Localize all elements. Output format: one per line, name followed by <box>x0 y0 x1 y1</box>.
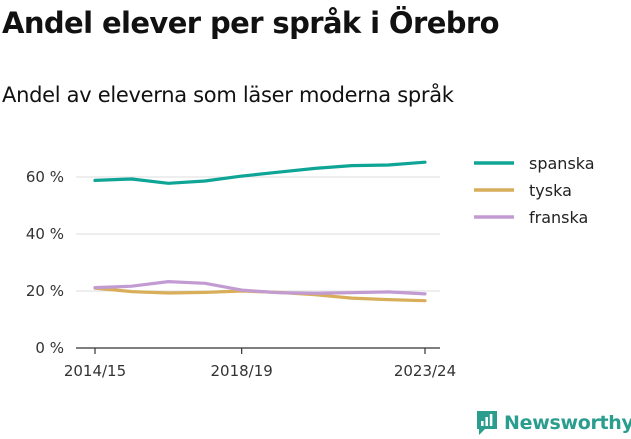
legend: spanska tyska franska <box>474 154 595 227</box>
newsworthy-logo: Newsworthy <box>476 408 631 438</box>
x-tick-label: 2023/24 <box>394 362 456 380</box>
chart-subtitle: Andel av eleverna som läser moderna språ… <box>2 83 454 107</box>
legend-label-franska: franska <box>529 208 588 227</box>
chart-title: Andel elever per språk i Örebro <box>2 6 500 40</box>
grid-lines <box>76 176 440 349</box>
y-tick-label: 40 % <box>26 225 64 243</box>
series-line-franska <box>93 280 427 296</box>
x-axis: 2014/15 2018/19 2023/24 <box>64 348 456 380</box>
y-tick-label: 0 % <box>35 339 64 357</box>
y-tick-label: 20 % <box>26 282 64 300</box>
logo-text: Newsworthy <box>504 412 631 434</box>
legend-label-spanska: spanska <box>529 154 595 173</box>
series-line-spanska <box>93 160 427 185</box>
x-tick-label: 2014/15 <box>64 362 126 380</box>
x-tick-label: 2018/19 <box>211 362 273 380</box>
y-axis-tick-labels: 0 % 20 % 40 % 60 % <box>26 168 64 357</box>
y-tick-label: 60 % <box>26 168 64 186</box>
legend-label-tyska: tyska <box>529 181 572 200</box>
newsworthy-logo-icon <box>477 411 497 435</box>
series-lines <box>93 160 427 303</box>
